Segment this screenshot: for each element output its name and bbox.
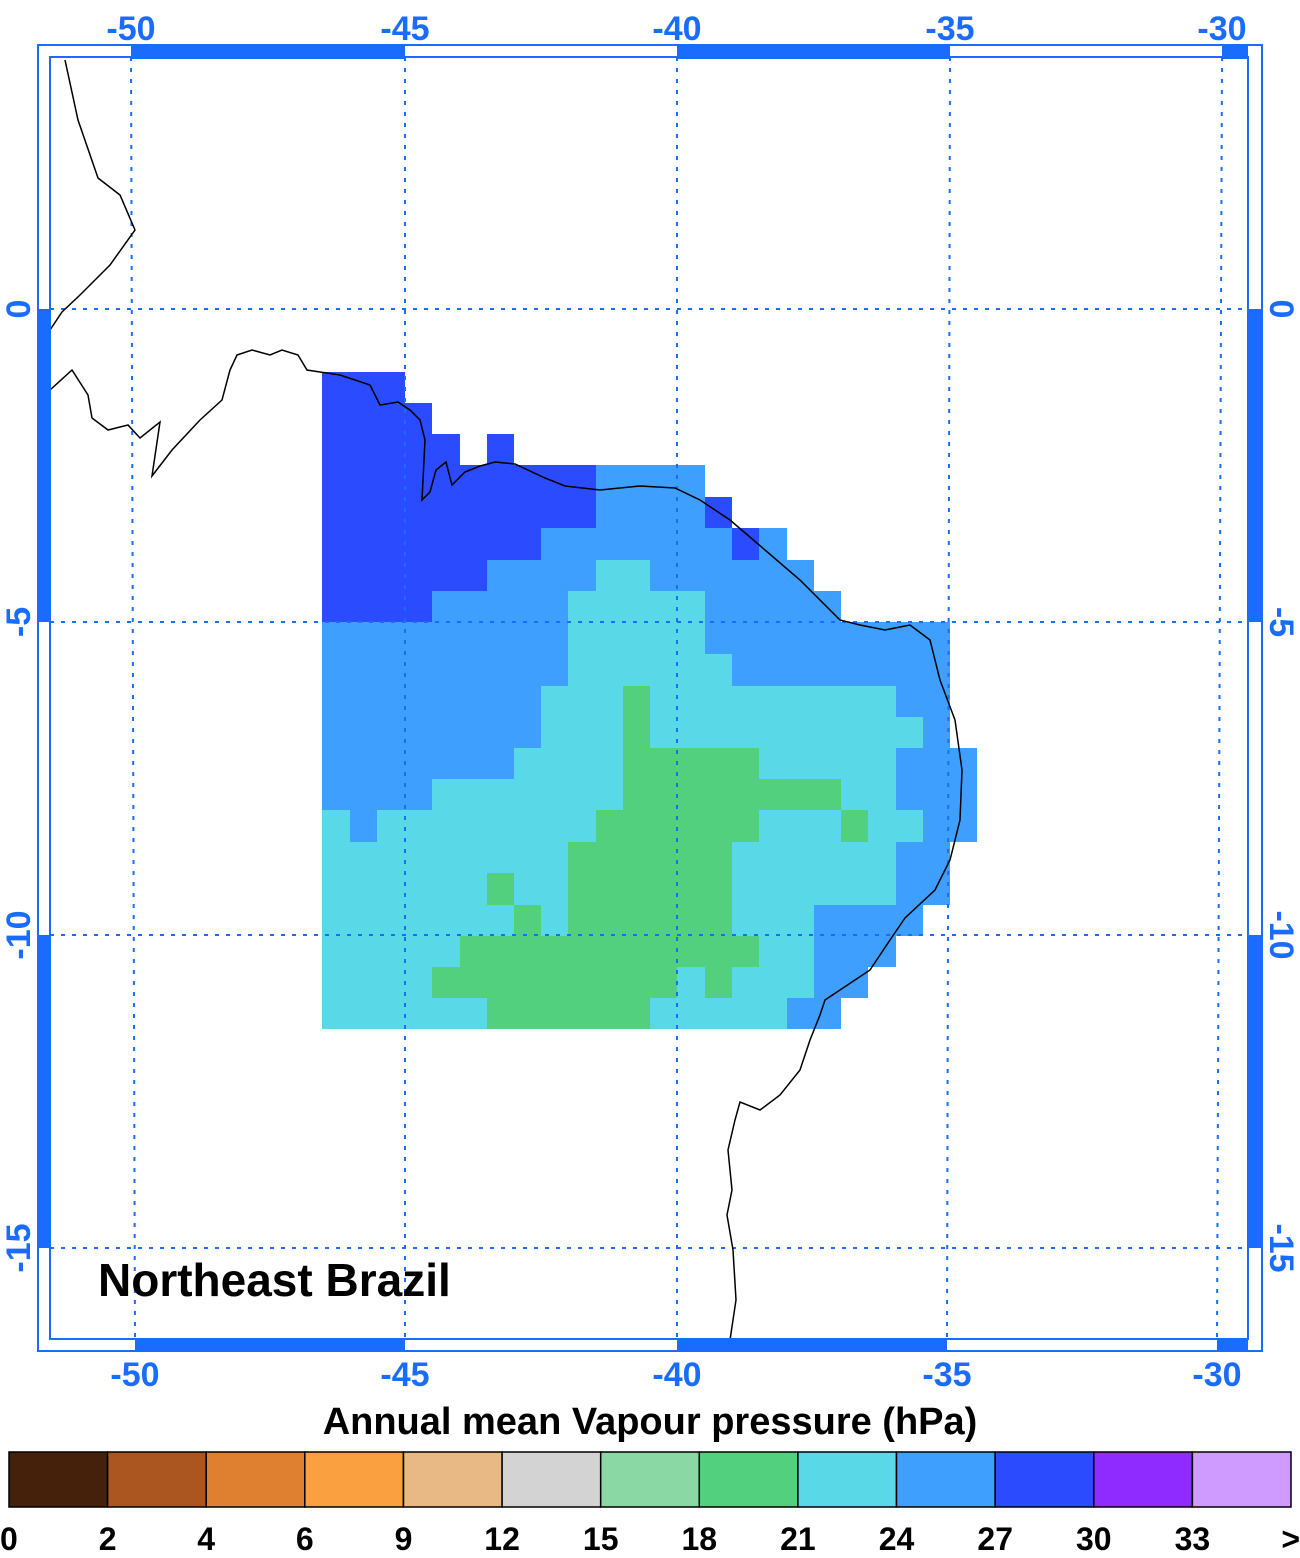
cell-region-18-21-west bbox=[487, 873, 514, 905]
axis-bars bbox=[38, 46, 1261, 1351]
colorbar-tick-label: 24 bbox=[879, 1521, 915, 1557]
colorbar-tick-label: 15 bbox=[583, 1521, 619, 1557]
colorbar-tick-label: 27 bbox=[977, 1521, 1013, 1557]
cell-region-27-30 bbox=[322, 372, 596, 622]
top-lon-tick-label: -35 bbox=[925, 10, 974, 48]
colorbar-tick-label: 9 bbox=[395, 1521, 413, 1557]
right-lat-labels: 0 -5 -10 -15 bbox=[1262, 300, 1300, 1273]
map-outer-frame bbox=[37, 44, 1263, 1352]
colorbar bbox=[8, 1451, 1292, 1508]
coastline bbox=[49, 59, 963, 1341]
colorbar-swatch bbox=[1093, 1451, 1194, 1508]
bottom-axis-bar-3 bbox=[1217, 1338, 1248, 1351]
colorbar-tick-label: 33 bbox=[1175, 1521, 1211, 1557]
colorbar-tick-label: 21 bbox=[780, 1521, 816, 1557]
cell-region-24-27 bbox=[322, 465, 977, 1029]
colorbar-tick-label: 12 bbox=[484, 1521, 520, 1557]
top-lon-tick-label: -45 bbox=[380, 10, 429, 48]
coastline-amazon-delta bbox=[49, 349, 963, 1341]
gridline-lon-50 bbox=[130, 56, 136, 1340]
colorbar-swatch bbox=[1191, 1451, 1292, 1508]
map-plot-area bbox=[49, 56, 1249, 1340]
right-lat-tick-label: -10 bbox=[1262, 910, 1300, 959]
colorbar-tick-label: 0 bbox=[0, 1521, 18, 1557]
colorbar-swatch bbox=[994, 1451, 1095, 1508]
top-lon-labels: -50 -45 -40 -35 -30 bbox=[106, 10, 1246, 48]
bottom-axis-bar-2 bbox=[677, 1338, 947, 1351]
right-lat-tick-label: 0 bbox=[1262, 300, 1300, 319]
left-lat-tick-label: -15 bbox=[0, 1223, 38, 1272]
vapour-pressure-cells bbox=[322, 372, 977, 1029]
colorbar-tick-label: 2 bbox=[99, 1521, 117, 1557]
colorbar-title: Annual mean Vapour pressure (hPa) bbox=[323, 1401, 978, 1443]
colorbar-swatch bbox=[205, 1451, 306, 1508]
coastline-northwest bbox=[49, 59, 136, 331]
bottom-axis-bar-1 bbox=[135, 1338, 405, 1351]
top-lon-tick-label: -30 bbox=[1197, 10, 1246, 48]
top-axis-bar-2 bbox=[677, 46, 950, 59]
bottom-lon-tick-label: -35 bbox=[922, 1356, 971, 1394]
cell-region-18-21 bbox=[432, 686, 841, 1029]
region-label: Northeast Brazil bbox=[98, 1254, 451, 1306]
colorbar-tick-labels: 0 2 4 6 9 12 15 18 21 24 27 30 33 > bbox=[0, 1521, 1300, 1557]
left-axis-bar-1 bbox=[38, 309, 51, 622]
right-axis-bar-2 bbox=[1248, 935, 1261, 1248]
colorbar-swatch bbox=[304, 1451, 405, 1508]
colorbar-swatch bbox=[895, 1451, 996, 1508]
colorbar-swatch bbox=[8, 1451, 109, 1508]
left-lat-tick-label: -5 bbox=[0, 607, 38, 637]
right-lat-tick-label: -15 bbox=[1262, 1223, 1300, 1272]
gridline-lon-35 bbox=[946, 56, 951, 1340]
bottom-lon-tick-label: -45 bbox=[380, 1356, 429, 1394]
top-axis-bar-1 bbox=[131, 46, 405, 59]
left-lat-tick-label: -10 bbox=[0, 910, 38, 959]
cell-region-18-21-east bbox=[841, 810, 868, 842]
cell-region-21-24 bbox=[322, 560, 923, 1029]
colorbar-swatch bbox=[797, 1451, 898, 1508]
colorbar-swatch bbox=[402, 1451, 503, 1508]
colorbar-tick-label: 30 bbox=[1076, 1521, 1112, 1557]
left-lat-labels: 0 -5 -10 -15 bbox=[0, 300, 38, 1273]
top-axis-bar-3 bbox=[1222, 46, 1248, 59]
colorbar-tick-label: 4 bbox=[197, 1521, 215, 1557]
colorbar-tick-label: 18 bbox=[682, 1521, 718, 1557]
gridline-lon-30 bbox=[1216, 56, 1223, 1340]
left-lat-tick-label: 0 bbox=[0, 300, 38, 319]
bottom-lon-labels: -50 -45 -40 -35 -30 bbox=[110, 1356, 1241, 1394]
right-lat-tick-label: -5 bbox=[1262, 607, 1300, 637]
colorbar-tick-label: 6 bbox=[296, 1521, 314, 1557]
top-lon-tick-label: -50 bbox=[106, 10, 155, 48]
colorbar-tick-label: > bbox=[1281, 1521, 1300, 1557]
colorbar-swatch bbox=[106, 1451, 207, 1508]
bottom-lon-tick-label: -30 bbox=[1192, 1356, 1241, 1394]
colorbar-swatch bbox=[599, 1451, 701, 1508]
bottom-lon-tick-label: -40 bbox=[652, 1356, 701, 1394]
colorbar-swatch bbox=[501, 1451, 602, 1508]
top-lon-tick-label: -40 bbox=[652, 10, 701, 48]
map-gridlines bbox=[50, 56, 1248, 1340]
bottom-lon-tick-label: -50 bbox=[110, 1356, 159, 1394]
colorbar-swatch bbox=[698, 1451, 799, 1508]
right-axis-bar-1 bbox=[1248, 309, 1261, 622]
left-axis-bar-2 bbox=[38, 935, 51, 1248]
